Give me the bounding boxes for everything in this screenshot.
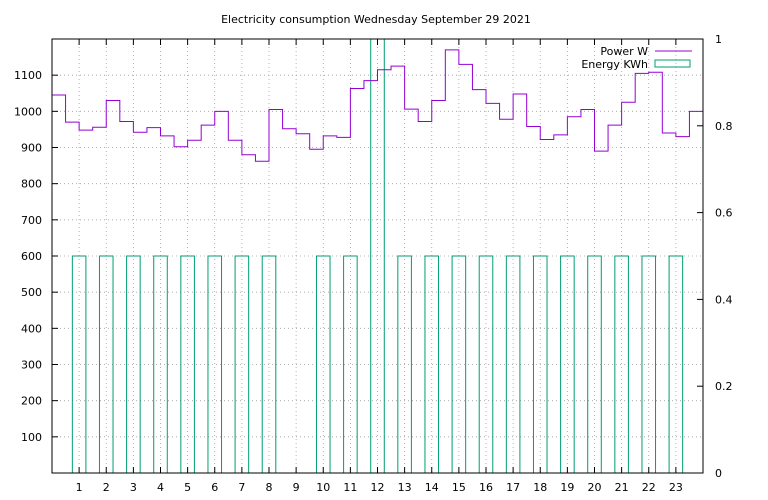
x-tick-label: 6 xyxy=(211,481,218,494)
energy-bar xyxy=(71,255,87,474)
y-tick-label-right: 0.2 xyxy=(715,380,733,393)
energy-bar xyxy=(315,255,331,474)
x-tick-label: 21 xyxy=(615,481,629,494)
energy-bar xyxy=(587,255,602,474)
x-tick-label: 15 xyxy=(452,481,466,494)
y-tick-label-left: 1100 xyxy=(14,69,42,82)
x-tick-label: 10 xyxy=(316,481,330,494)
power-line xyxy=(52,49,703,162)
y-tick-label-left: 200 xyxy=(21,395,42,408)
x-tick-label: 5 xyxy=(184,481,191,494)
x-tick-label: 12 xyxy=(371,481,385,494)
x-tick-label: 13 xyxy=(398,481,412,494)
y-tick-label-left: 600 xyxy=(21,250,42,263)
x-tick-label: 18 xyxy=(533,481,547,494)
x-tick-label: 8 xyxy=(266,481,273,494)
x-tick-label: 9 xyxy=(293,481,300,494)
y-tick-label-left: 800 xyxy=(21,178,42,191)
energy-bar xyxy=(98,255,114,474)
x-axis: 1 2 3 4 5 6 7 8 9 10 11 12 13 14 15 16 17 18 19 20 21 22 23 xyxy=(76,39,683,494)
energy-bar xyxy=(234,255,250,474)
x-tick-label: 11 xyxy=(343,481,357,494)
x-tick-label: 1 xyxy=(76,481,83,494)
x-tick-label: 4 xyxy=(157,481,164,494)
y-tick-label-left: 400 xyxy=(21,322,42,335)
y-axis-left: 100 200 300 400 500 600 700 800 900 1000 1100 xyxy=(14,69,58,444)
y-tick-label-left: 1000 xyxy=(14,105,42,118)
y-tick-label-left: 100 xyxy=(21,431,42,444)
energy-bar xyxy=(207,255,223,474)
x-tick-label: 2 xyxy=(103,481,110,494)
legend-power-label: Power W xyxy=(600,45,648,58)
energy-bar xyxy=(343,255,358,474)
y-tick-label-left: 700 xyxy=(21,214,42,227)
x-tick-label: 3 xyxy=(130,481,137,494)
grid xyxy=(52,39,703,473)
x-tick-label: 23 xyxy=(669,481,683,494)
y-tick-label-right: 0 xyxy=(715,467,722,480)
power-series xyxy=(52,49,703,162)
x-tick-label: 22 xyxy=(642,481,656,494)
x-tick-label: 17 xyxy=(506,481,520,494)
energy-bar xyxy=(451,255,467,474)
y-tick-label-right: 0.6 xyxy=(715,207,733,220)
y-tick-label-right: 0.4 xyxy=(715,293,733,306)
y-tick-label-left: 500 xyxy=(21,286,42,299)
x-tick-label: 19 xyxy=(560,481,574,494)
y-tick-label-right: 0.8 xyxy=(715,120,733,133)
y-tick-label-left: 300 xyxy=(21,359,42,372)
y-axis-right: 0 0.2 0.4 0.6 0.8 1 xyxy=(697,33,733,480)
legend-energy-label: Energy KWh xyxy=(581,58,648,71)
energy-bar xyxy=(478,255,494,474)
legend: Power W Energy KWh xyxy=(581,45,692,71)
x-tick-label: 16 xyxy=(479,481,493,494)
chart-title: Electricity consumption Wednesday Septem… xyxy=(221,13,531,26)
y-tick-label-left: 900 xyxy=(21,142,42,155)
legend-energy-swatch xyxy=(654,59,691,68)
x-tick-label: 7 xyxy=(238,481,245,494)
y-tick-label-right: 1 xyxy=(715,33,722,46)
x-tick-label: 14 xyxy=(425,481,439,494)
x-tick-label: 20 xyxy=(588,481,602,494)
